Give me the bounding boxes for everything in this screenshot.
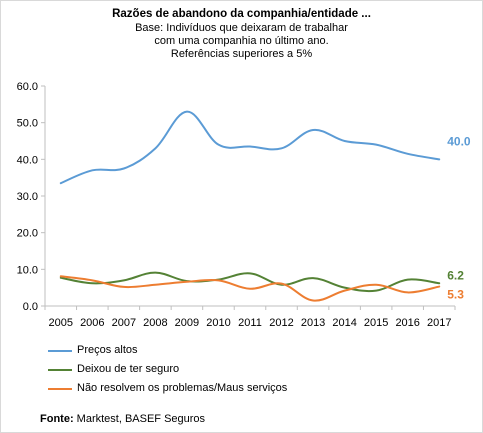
data-point: [91, 279, 93, 281]
data-point: [407, 291, 409, 293]
data-point: [407, 279, 409, 281]
x-tick-label: 2005: [49, 317, 73, 329]
data-point: [154, 272, 156, 274]
data-point: [312, 129, 314, 131]
data-point: [249, 146, 251, 148]
x-tick-label: 2016: [395, 317, 419, 329]
data-point: [438, 286, 440, 288]
legend-item-nao-resolvem: Não resolvem os problemas/Maus serviços: [48, 379, 287, 398]
x-tick-label: 2008: [143, 317, 167, 329]
data-point: [217, 279, 219, 281]
data-point: [60, 182, 62, 184]
data-point: [375, 284, 377, 286]
data-point: [154, 147, 156, 149]
data-point: [407, 153, 409, 155]
y-tick-label: 40.0: [17, 154, 38, 166]
legend-item-precos-altos: Preços altos: [48, 341, 287, 360]
source-note: Fonte: Marktest, BASEF Seguros: [40, 413, 205, 425]
end-data-label: 5.3: [447, 288, 464, 302]
data-point: [375, 144, 377, 146]
data-point: [344, 287, 346, 289]
data-point: [123, 168, 125, 170]
data-point: [312, 277, 314, 279]
end-data-label: 40.0: [447, 134, 471, 148]
x-tick-label: 2007: [112, 317, 136, 329]
y-tick-label: 10.0: [17, 264, 38, 276]
data-point: [438, 282, 440, 284]
data-point: [186, 111, 188, 113]
data-point: [344, 290, 346, 292]
series-line-1: [59, 271, 441, 293]
chart-title: Razões de abandono da companhia/entidade…: [112, 8, 371, 20]
source-text: Marktest, BASEF Seguros: [73, 413, 206, 425]
data-point: [123, 279, 125, 281]
data-point: [281, 147, 283, 149]
data-point: [249, 288, 251, 290]
chart-subtitle-line-2: com uma companhia no último ano.: [154, 35, 329, 47]
data-point: [186, 281, 188, 283]
x-tick-label: 2009: [175, 317, 199, 329]
y-tick-label: 60.0: [17, 81, 38, 93]
legend-label-nao-resolvem: Não resolvem os problemas/Maus serviços: [77, 382, 288, 394]
x-tick-label: 2006: [80, 317, 104, 329]
x-tick-label: 2014: [332, 317, 356, 329]
source-label: Fonte:: [40, 413, 74, 425]
legend-swatch-precos-altos: [48, 349, 72, 352]
chart-legend: Preços altos Deixou de ter seguro Não re…: [48, 341, 287, 398]
data-point: [375, 290, 377, 292]
y-tick-label: 20.0: [17, 228, 38, 240]
data-point: [91, 282, 93, 284]
chart-subtitle-line-1: Base: Indivíduos que deixaram de trabalh…: [135, 22, 348, 34]
data-point: [60, 275, 62, 277]
series-line-2: [59, 275, 441, 302]
data-point: [438, 158, 440, 160]
data-point: [312, 300, 314, 302]
x-tick-label: 2011: [238, 317, 262, 329]
series-line-0: [59, 110, 441, 185]
legend-swatch-nao-resolvem: [48, 387, 72, 390]
legend-label-precos-altos: Preços altos: [77, 344, 138, 356]
y-tick-label: 30.0: [17, 191, 38, 203]
x-tick-label: 2012: [269, 317, 293, 329]
end-data-label: 6.2: [447, 268, 464, 282]
data-point: [123, 286, 125, 288]
chart-header: Razões de abandono da companhia/entidade…: [0, 8, 483, 61]
x-tick-label: 2015: [364, 317, 388, 329]
data-point: [281, 283, 283, 285]
data-point: [344, 140, 346, 142]
data-point: [154, 284, 156, 286]
y-tick-label: 50.0: [17, 118, 38, 130]
x-tick-label: 2013: [301, 317, 325, 329]
x-tick-label: 2017: [427, 317, 451, 329]
x-tick-label: 2010: [206, 317, 230, 329]
data-point: [91, 169, 93, 171]
data-point: [249, 272, 251, 274]
legend-label-deixou-de-ter-seguro: Deixou de ter seguro: [77, 363, 180, 375]
data-point: [217, 144, 219, 146]
legend-swatch-deixou-de-ter-seguro: [48, 368, 72, 371]
chart-subtitle-line-3: Referências superiores a 5%: [170, 48, 313, 60]
y-tick-label: 0.0: [23, 301, 38, 313]
legend-item-deixou-de-ter-seguro: Deixou de ter seguro: [48, 360, 287, 379]
